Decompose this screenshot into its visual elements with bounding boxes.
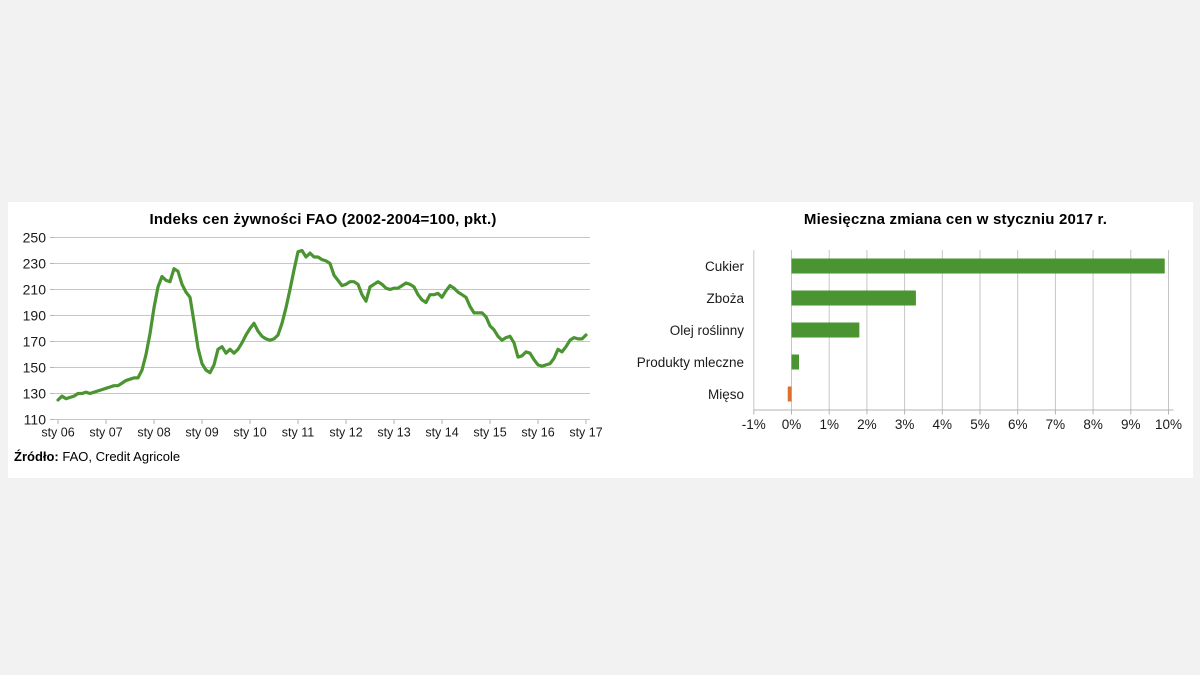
- x-tick-label: sty 15: [473, 426, 506, 440]
- fao-price-line: [56, 248, 588, 402]
- y-tick-label: 170: [23, 334, 47, 350]
- x-tick-label: 6%: [1008, 417, 1028, 432]
- category-label: Olej roślinny: [670, 323, 745, 338]
- x-tick-label: -1%: [742, 417, 766, 432]
- x-tick-label: sty 08: [137, 426, 170, 440]
- line-chart-title: Indeks cen żywności FAO (2002-2004=100, …: [149, 211, 497, 228]
- x-tick-label: 3%: [895, 417, 915, 432]
- category-label: Cukier: [705, 259, 745, 274]
- bar: [791, 322, 860, 338]
- category-label: Produkty mleczne: [637, 355, 744, 370]
- x-tick-label: sty 16: [521, 426, 554, 440]
- y-tick-label: 130: [23, 386, 47, 402]
- x-tick-label: 4%: [933, 417, 953, 432]
- x-tick-label: sty 13: [377, 426, 410, 440]
- x-tick-label: 0%: [782, 417, 802, 432]
- x-tick-label: sty 14: [425, 426, 458, 440]
- x-tick-label: sty 12: [329, 426, 362, 440]
- source-text: FAO, Credit Agricole: [58, 449, 181, 464]
- x-tick-label: sty 09: [185, 426, 218, 440]
- bar: [791, 354, 800, 370]
- bar-chart-title: Miesięczna zmiana cen w styczniu 2017 r.: [803, 211, 1108, 228]
- bar: [791, 258, 1165, 274]
- x-tick-label: sty 11: [282, 426, 314, 440]
- y-tick-label: 210: [23, 282, 47, 298]
- x-tick-label: 8%: [1083, 417, 1103, 432]
- x-tick-label: 9%: [1121, 417, 1141, 432]
- x-tick-label: 5%: [970, 417, 990, 432]
- y-tick-label: 110: [24, 412, 47, 428]
- charts-panel: Indeks cen żywności FAO (2002-2004=100, …: [8, 202, 1193, 478]
- bar: [791, 290, 916, 306]
- x-tick-label: 10%: [1155, 417, 1182, 432]
- x-tick-label: sty 17: [569, 426, 602, 440]
- x-tick-label: 7%: [1046, 417, 1066, 432]
- source-label: Źródło:: [14, 449, 59, 464]
- source-note: Źródło: FAO, Credit Agricole: [14, 449, 180, 464]
- y-tick-label: 190: [23, 308, 47, 324]
- y-tick-label: 230: [23, 256, 47, 272]
- category-label: Mięso: [708, 387, 744, 402]
- x-tick-label: sty 06: [41, 426, 74, 440]
- x-tick-label: sty 07: [89, 426, 122, 440]
- y-tick-label: 250: [23, 230, 47, 246]
- y-tick-label: 150: [23, 360, 47, 376]
- x-tick-label: sty 10: [233, 426, 266, 440]
- category-label: Zboża: [706, 291, 744, 306]
- x-tick-label: 1%: [819, 417, 839, 432]
- x-tick-label: 2%: [857, 417, 877, 432]
- bar: [787, 386, 792, 402]
